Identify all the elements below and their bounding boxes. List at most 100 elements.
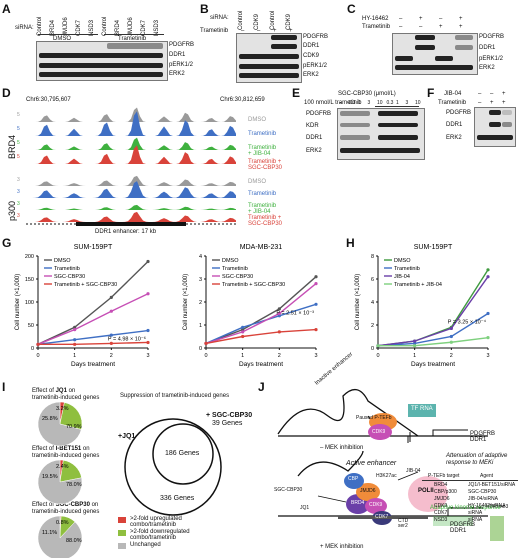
data-point xyxy=(413,339,417,343)
data-point xyxy=(241,325,245,329)
sign-c: – xyxy=(399,16,403,22)
legend-swatch xyxy=(118,517,126,523)
y-tick-label: 0 xyxy=(371,346,374,352)
data-point xyxy=(73,342,77,346)
panel-label-c: C xyxy=(347,2,356,16)
cbp-label: CBP xyxy=(348,476,359,482)
band xyxy=(340,123,370,127)
track-name-p300: + JIB-04 xyxy=(248,209,271,215)
adaptive-response-label: Adaptive kinome response xyxy=(430,505,501,511)
y-axis-label: Cell number (×1,000) xyxy=(15,274,21,331)
table-cell-target: CBP/p300 xyxy=(434,489,457,495)
cdk9-protein-label: CDK9 xyxy=(369,502,383,508)
sign-f: – xyxy=(478,100,482,106)
venn-diagram xyxy=(124,418,222,516)
blot-b xyxy=(236,33,302,83)
chip-seq-tracks: 5 3 5 3 5 3 5 3 xyxy=(17,107,236,226)
x-tick-label: 0 xyxy=(376,353,379,359)
y-tick-label: 150 xyxy=(25,277,34,283)
table-cell-agent: HY-16462/siRNA xyxy=(468,503,506,509)
sign-c: + xyxy=(439,24,443,30)
x-tick-label: 3 xyxy=(486,353,489,359)
minus-mek-label: – MEK inhibition xyxy=(320,445,364,451)
jmjd6-label: JMJD6 xyxy=(360,488,376,494)
table-cell-agent: siRNA xyxy=(468,517,483,523)
sign-f: + xyxy=(502,100,506,106)
p-value-annotation: P = 4.98 × 10⁻⁶ xyxy=(108,336,146,343)
sign-b: + xyxy=(289,28,293,34)
band xyxy=(502,110,512,115)
row-label-jib04: JIB-04 xyxy=(444,91,462,97)
protein-b-erk2: ERK2 xyxy=(303,72,319,78)
legend-label: >2-fold upregulated xyxy=(130,516,182,522)
data-point xyxy=(109,295,113,299)
sgc-label: SGC-CBP30 xyxy=(274,487,303,493)
legend-label: SGC-CBP30 xyxy=(222,274,253,280)
track-name-brd4: DMSO xyxy=(248,117,266,123)
sign-b: – xyxy=(257,28,261,34)
band xyxy=(489,122,501,127)
chart-h-sum159pt: SUM-159PT 0 2 4 6 8 0 1 2 3 Days treatment Cell num… xyxy=(355,244,490,368)
table-header-target: P-TEFb target xyxy=(428,473,460,479)
protein-e-pdgfrb: PDGFRB xyxy=(306,111,332,117)
band xyxy=(239,54,299,59)
tf-rna-box xyxy=(408,404,436,417)
legend-label: Trametinib + SGC-CBP30 xyxy=(54,282,117,288)
band xyxy=(415,35,435,40)
ddr1-enhancer-bar xyxy=(76,222,186,226)
data-point xyxy=(204,341,208,345)
dose-label: SGC-CBP30 (μmol/L) xyxy=(338,91,396,97)
panel-label-a: A xyxy=(2,2,11,16)
venn-circle-jq1 xyxy=(124,418,222,516)
pie-label: 11.1% xyxy=(42,530,57,536)
legend-label: >2-fold downregulated xyxy=(130,529,190,535)
panel-label-e: E xyxy=(292,86,301,100)
data-point xyxy=(146,292,150,296)
dose-e: 0.3 xyxy=(386,100,394,106)
blot-f xyxy=(474,107,516,147)
panel-label-j: J xyxy=(258,380,265,394)
pie-label: 0.8% xyxy=(56,520,69,526)
p300-track xyxy=(26,211,236,222)
track-scale: 5 xyxy=(17,140,20,146)
band xyxy=(455,35,473,40)
data-point xyxy=(449,340,453,344)
blot-e xyxy=(337,108,425,160)
brd4-label: BRD4 xyxy=(7,134,17,159)
trametinib-label-b: Trametinib xyxy=(200,28,229,34)
brd4-track xyxy=(26,111,236,136)
data-point xyxy=(277,314,281,318)
sirna-label-b: siRNA: xyxy=(210,15,229,21)
protein-c-erk2: ERK2 xyxy=(479,65,495,71)
brd4-protein-label: BRD4 xyxy=(351,500,365,506)
track-name-brd4: + JIB-04 xyxy=(248,151,271,157)
dose-e: 10 xyxy=(415,100,421,106)
sign-c: – xyxy=(419,24,423,30)
chart-g-sum159pt: SUM-159PT 0 50 100 150 200 0 1 2 3 Days treatment C… xyxy=(15,244,150,368)
y-tick-label: 200 xyxy=(25,254,34,260)
data-point xyxy=(146,328,150,333)
p300-track xyxy=(26,175,236,186)
table-header-agent: Agent xyxy=(480,473,494,479)
ctd-label: CTD ser2 xyxy=(398,518,409,529)
y-tick-label: 6 xyxy=(371,277,374,283)
enhancer-label: DDR1 enhancer: 17 kb xyxy=(95,229,157,235)
y-tick-label: 3 xyxy=(199,277,202,283)
band xyxy=(340,135,370,140)
venn-circle-sgc xyxy=(152,423,214,485)
band xyxy=(378,135,418,140)
p300-label: p300 xyxy=(7,200,17,221)
legend-swatch xyxy=(118,530,126,536)
dose-e: 10 xyxy=(377,100,383,106)
pie-title: Effect of SGC-CBP30 on xyxy=(32,502,99,508)
attenuation-title: Attenuation of adaptive response to MEKi xyxy=(446,453,508,466)
data-point xyxy=(413,344,417,348)
band xyxy=(502,122,512,127)
data-point xyxy=(73,328,77,332)
x-tick-label: 2 xyxy=(278,353,281,359)
gene-top-label: PDGFRB DDR1 xyxy=(470,431,496,443)
protein-c-ddr1: DDR1 xyxy=(479,45,496,51)
paused-ptefb-label: Paused P-TEFb xyxy=(356,415,392,421)
tf-rna-label: TF RNA xyxy=(411,406,433,412)
venn-center-count: 186 Genes xyxy=(165,450,200,457)
